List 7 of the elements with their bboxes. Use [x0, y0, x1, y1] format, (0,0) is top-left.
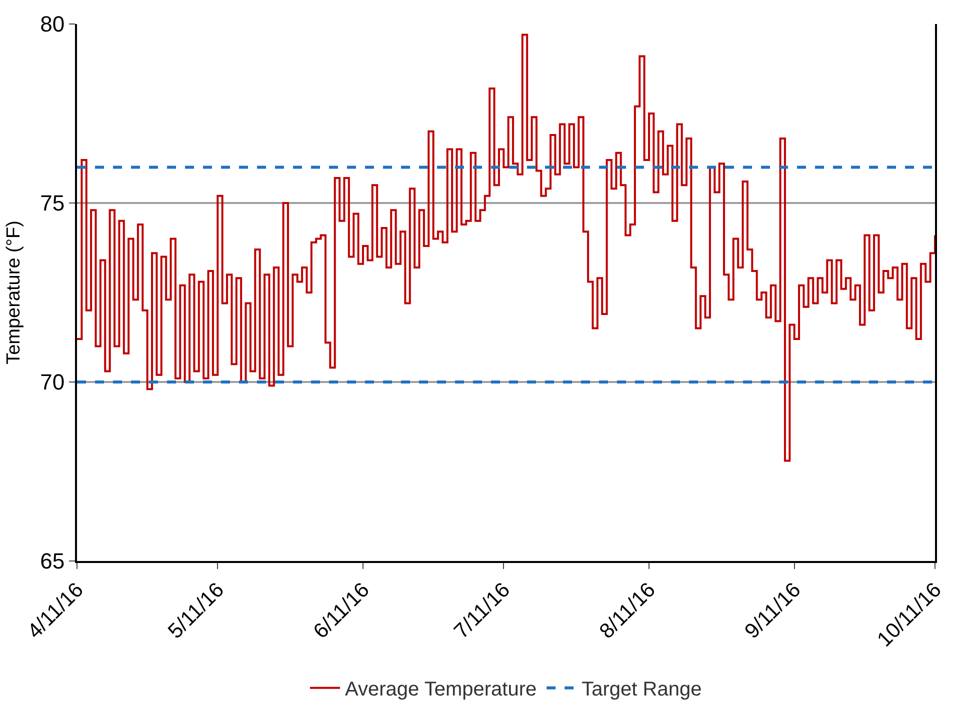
y-axis-title: Temperature (°F) — [3, 220, 24, 364]
y-tick-label: 80 — [40, 12, 65, 37]
y-tick-label: 75 — [40, 190, 65, 216]
legend-label: Average Temperature — [345, 678, 537, 701]
y-tick-label: 70 — [40, 370, 65, 395]
y-tick-label: 65 — [40, 548, 65, 574]
legend-label: Target Range — [582, 678, 702, 701]
